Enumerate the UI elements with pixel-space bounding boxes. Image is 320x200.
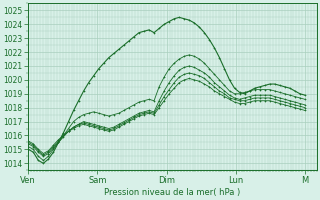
X-axis label: Pression niveau de la mer( hPa ): Pression niveau de la mer( hPa ) [104,188,241,197]
